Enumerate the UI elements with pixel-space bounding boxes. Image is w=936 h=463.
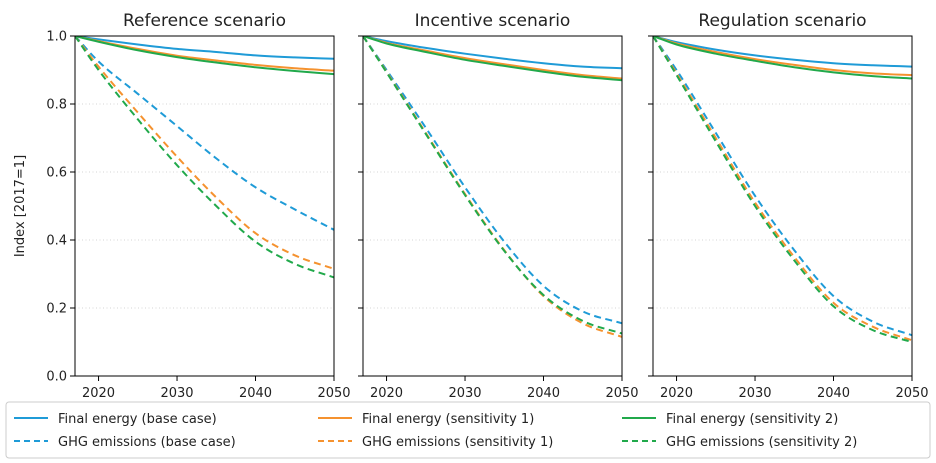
series-line xyxy=(653,36,912,77)
legend-label: Final energy (base case) xyxy=(58,412,217,427)
series-line xyxy=(653,36,912,343)
panel-2: Incentive scenario 2020 2030 2040 2050 xyxy=(358,11,639,401)
panel-title: Regulation scenario xyxy=(698,11,866,31)
y-tick-label: 0.4 xyxy=(46,234,67,249)
series-line xyxy=(363,36,622,70)
series-group xyxy=(75,36,334,279)
y-tick-label: 1.0 xyxy=(46,30,67,45)
y-tick-label: 0.0 xyxy=(46,370,67,385)
series-line xyxy=(653,36,912,80)
y-tick-label: 0.2 xyxy=(46,302,67,317)
x-tick-label: 2020 xyxy=(82,386,115,401)
series-group xyxy=(363,36,622,338)
x-tick-label: 2020 xyxy=(370,386,403,401)
series-line xyxy=(75,36,334,279)
legend-label: Final energy (sensitivity 2) xyxy=(666,412,838,427)
panel-title: Incentive scenario xyxy=(415,11,571,31)
legend-label: Final energy (sensitivity 1) xyxy=(362,412,534,427)
series-line xyxy=(653,36,912,342)
y-axis-label: Index [2017=1] xyxy=(13,155,28,257)
legend-label: GHG emissions (base case) xyxy=(58,435,236,450)
x-tick-label: 2040 xyxy=(527,386,560,401)
series-line xyxy=(75,36,334,270)
plot-frame xyxy=(362,35,623,377)
panels: Reference scenario 2020 2030 2040 2050 0.0 0.2… xyxy=(46,11,928,401)
x-tick-label: 2030 xyxy=(160,386,193,401)
x-tick-label: 2040 xyxy=(817,386,850,401)
y-tick-label: 0.6 xyxy=(46,166,67,181)
series-line xyxy=(75,36,334,76)
plot-frame xyxy=(652,35,913,377)
panel-3: Regulation scenario 2020 2030 2040 2050 xyxy=(648,11,929,401)
series-line xyxy=(363,36,622,335)
x-tick-label: 2050 xyxy=(895,386,928,401)
panel-title: Reference scenario xyxy=(123,11,286,31)
x-tick-label: 2030 xyxy=(738,386,771,401)
x-tick-label: 2040 xyxy=(239,386,272,401)
x-tick-label: 2050 xyxy=(605,386,638,401)
series-line xyxy=(653,36,912,68)
x-tick-label: 2030 xyxy=(448,386,481,401)
panel-1: Reference scenario 2020 2030 2040 2050 0.0 0.2… xyxy=(46,11,350,401)
y-tick-label: 0.8 xyxy=(46,98,67,113)
x-tick-label: 2020 xyxy=(660,386,693,401)
legend-label: GHG emissions (sensitivity 2) xyxy=(666,435,857,450)
legend: Final energy (base case) Final energy (se… xyxy=(5,401,931,459)
series-line xyxy=(75,36,334,231)
series-line xyxy=(363,36,622,82)
legend-box xyxy=(5,401,931,459)
series-group xyxy=(653,36,912,343)
x-tick-label: 2050 xyxy=(317,386,350,401)
series-line xyxy=(653,36,912,337)
series-line xyxy=(75,36,334,60)
legend-label: GHG emissions (sensitivity 1) xyxy=(362,435,553,450)
plot-frame xyxy=(74,35,335,377)
series-line xyxy=(363,36,622,325)
